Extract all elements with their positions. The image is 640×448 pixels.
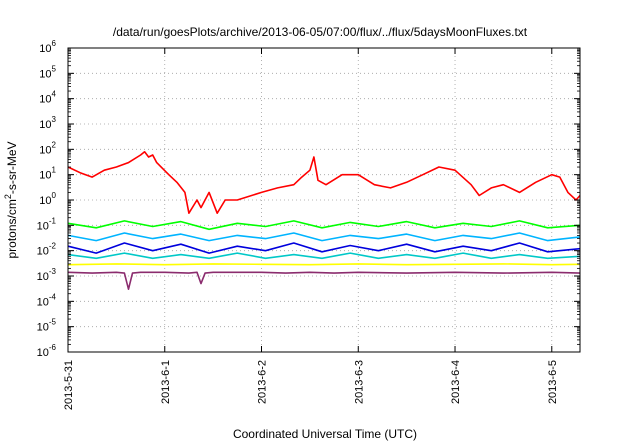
x-axis-label: Coordinated Universal Time (UTC) — [233, 427, 417, 441]
series-layer — [67, 151, 581, 291]
x-tick-label: 2013-6-2 — [257, 360, 269, 404]
y-tick-exp: -5 — [49, 318, 57, 327]
y-tick-label: 10-1 — [37, 216, 57, 232]
y-tick-label: 10-3 — [37, 267, 57, 283]
y-tick-base: 10 — [39, 94, 51, 106]
series-line-6 — [67, 263, 581, 266]
y-tick-base: 10 — [37, 347, 49, 359]
y-axis-ticks: 10-610-510-410-310-210-11001011021031041… — [37, 39, 580, 359]
y-tick-base: 10 — [39, 170, 51, 182]
y-tick-exp: 3 — [52, 115, 57, 124]
x-axis-ticks: 2013-5-31 2013-6-1 2013-6-2 2013-6-3 2013-6-… — [63, 48, 559, 410]
y-axis-label: protons/cm2-s-sr-MeV — [3, 141, 19, 258]
y-tick-base: 10 — [37, 246, 49, 258]
x-tick-label: 2013-6-5 — [547, 360, 559, 404]
y-tick-base: 10 — [37, 296, 49, 308]
y-tick-base: 10 — [37, 220, 49, 232]
y-axis-label-suffix: -s-sr-MeV — [5, 141, 19, 194]
y-tick-exp: 5 — [52, 64, 57, 73]
y-tick-base: 10 — [39, 43, 51, 55]
y-tick-label: 103 — [39, 115, 56, 131]
y-tick-base: 10 — [39, 119, 51, 131]
x-tick-label: 2013-6-1 — [160, 360, 172, 404]
series-line-1 — [67, 151, 581, 214]
chart-title: /data/run/goesPlots/archive/2013-06-05/0… — [113, 25, 528, 39]
x-tick-label: 2013-5-31 — [63, 360, 75, 410]
y-tick-label: 104 — [39, 90, 56, 106]
y-tick-exp: 1 — [52, 166, 57, 175]
y-tick-base: 10 — [39, 144, 51, 156]
grid — [68, 48, 580, 352]
y-tick-base: 10 — [37, 322, 49, 334]
y-axis-label-sup: 2 — [3, 194, 13, 199]
y-tick-base: 10 — [37, 271, 49, 283]
y-tick-exp: 6 — [52, 39, 57, 48]
series-line-7 — [67, 271, 581, 291]
y-tick-exp: -3 — [49, 267, 57, 276]
y-tick-label: 101 — [39, 166, 56, 182]
y-tick-base: 10 — [39, 68, 51, 80]
series-line-5 — [67, 252, 581, 260]
y-tick-exp: 4 — [52, 90, 57, 99]
y-tick-label: 10-2 — [37, 242, 57, 258]
y-tick-label: 10-5 — [37, 318, 57, 334]
y-tick-label: 100 — [39, 191, 56, 207]
y-tick-label: 105 — [39, 64, 56, 80]
y-tick-exp: -2 — [49, 242, 57, 251]
y-tick-label: 10-6 — [37, 343, 57, 359]
y-tick-exp: -1 — [49, 216, 57, 225]
y-tick-label: 106 — [39, 39, 56, 55]
y-tick-exp: -4 — [49, 292, 57, 301]
y-tick-label: 10-4 — [37, 292, 57, 308]
y-tick-exp: -6 — [49, 343, 57, 352]
y-axis-label-prefix: protons/cm — [5, 199, 19, 258]
series-line-2 — [67, 220, 581, 231]
y-tick-label: 102 — [39, 140, 56, 156]
series-line-4 — [67, 242, 581, 254]
y-tick-exp: 0 — [52, 191, 57, 200]
y-tick-exp: 2 — [52, 140, 57, 149]
x-tick-label: 2013-6-3 — [353, 360, 365, 404]
x-tick-label: 2013-6-4 — [450, 360, 462, 404]
series-line-3 — [67, 232, 581, 242]
y-tick-base: 10 — [39, 195, 51, 207]
